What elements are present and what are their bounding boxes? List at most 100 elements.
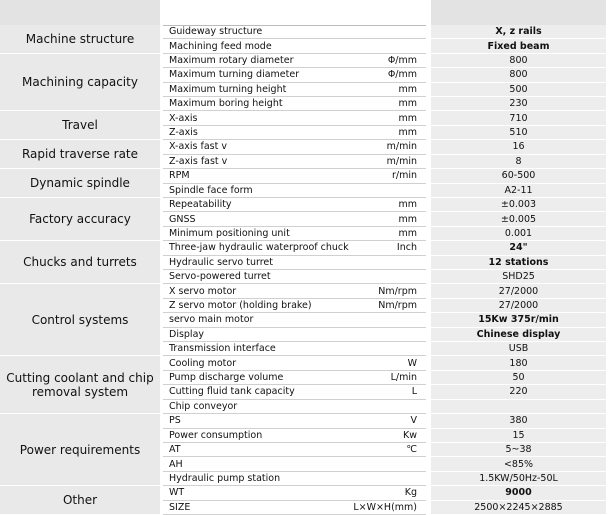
param-name: AH [163, 457, 353, 472]
param-unit: mm [353, 126, 426, 141]
param-unit: Nm/rpm [353, 299, 426, 314]
param-value: 2500×2245×2885 [431, 500, 606, 515]
param-name: Hydraulic servo turret [163, 256, 353, 270]
param-unit: m/min [353, 140, 426, 155]
param-unit [353, 328, 426, 343]
param-value: 15Kw 375r/min [431, 313, 606, 328]
group-label: Power requirements [0, 414, 160, 487]
param-unit: mm [353, 83, 426, 98]
param-unit: mm [353, 198, 426, 213]
param-name: SIZE [163, 501, 353, 515]
param-unit: ℃ [353, 443, 426, 458]
param-unit: L [353, 385, 426, 400]
param-name: PS [163, 414, 353, 429]
param-unit [353, 457, 426, 472]
param-name: RPM [163, 169, 353, 184]
param-value: 1.5KW/50Hz-50L [431, 471, 606, 487]
param-unit: V [353, 414, 426, 429]
param-unit [353, 39, 426, 54]
param-name: Pump discharge volume [163, 371, 353, 386]
param-name: AT [163, 443, 353, 458]
param-unit [353, 472, 426, 487]
group-label: Travel [0, 111, 160, 141]
param-value: 0.001 [431, 226, 606, 242]
param-value: 380 [431, 414, 606, 429]
param-name: servo main motor [163, 313, 353, 328]
param-unit [353, 313, 426, 328]
param-value: Fixed beam [431, 39, 606, 54]
param-unit: mm [353, 212, 426, 227]
param-name: Hydraulic pump station [163, 472, 353, 487]
group-label: Other [0, 486, 160, 515]
group-label: Cutting coolant and chip removal system [0, 356, 160, 415]
param-unit: mm [353, 227, 426, 242]
param-value: ±0.005 [431, 212, 606, 227]
param-value: 8 [431, 154, 606, 170]
header-right [431, 0, 606, 25]
group-label: Rapid traverse rate [0, 140, 160, 170]
param-value: X, z rails [431, 25, 606, 40]
param-name: Cutting fluid tank capacity [163, 385, 353, 400]
param-name: Servo-powered turret [163, 270, 353, 285]
param-value: 27/2000 [431, 298, 606, 314]
param-unit: Φ/mm [353, 54, 426, 69]
param-unit: m/min [353, 155, 426, 170]
param-unit [353, 184, 426, 198]
param-value: A2-11 [431, 183, 606, 198]
param-name: Three-jaw hydraulic waterproof chuck [163, 241, 353, 256]
param-unit: mm [353, 97, 426, 112]
param-value: 500 [431, 82, 606, 98]
group-label: Chucks and turrets [0, 241, 160, 285]
param-name: GNSS [163, 212, 353, 227]
param-name: Z-axis [163, 126, 353, 141]
param-unit [353, 400, 426, 415]
param-value: SHD25 [431, 270, 606, 285]
param-value: 220 [431, 385, 606, 400]
param-value: 60-500 [431, 169, 606, 184]
param-value: 27/2000 [431, 284, 606, 299]
param-value: 9000 [431, 486, 606, 501]
param-name: Z servo motor (holding brake) [163, 299, 353, 314]
header-mid [163, 0, 426, 26]
param-name: Chip conveyor [163, 400, 353, 415]
param-unit [353, 342, 426, 357]
param-unit: L×W×H(mm) [353, 501, 426, 515]
param-value: 24" [431, 241, 606, 256]
param-value: 180 [431, 356, 606, 371]
group-label: Machine structure [0, 25, 160, 54]
param-value: 16 [431, 140, 606, 155]
group-label: Factory accuracy [0, 197, 160, 242]
param-value: 710 [431, 111, 606, 126]
param-unit: Kw [353, 429, 426, 443]
param-value: 230 [431, 97, 606, 112]
param-unit: mm [353, 111, 426, 126]
group-label: Dynamic spindle [0, 169, 160, 198]
param-value: 50 [431, 370, 606, 386]
param-unit: L/min [353, 371, 426, 386]
param-name: Maximum rotary diameter [163, 54, 353, 69]
param-unit: Nm/rpm [353, 284, 426, 299]
param-unit: Kg [353, 486, 426, 501]
header-left [0, 0, 160, 25]
param-name: Minimum positioning unit [163, 227, 353, 242]
param-name: Machining feed mode [163, 39, 353, 54]
param-name: Cooling motor [163, 356, 353, 371]
param-name: Repeatability [163, 198, 353, 213]
param-value: USB [431, 342, 606, 357]
param-unit [353, 25, 426, 40]
param-value: ±0.003 [431, 197, 606, 213]
param-name: X-axis [163, 111, 353, 126]
param-unit [353, 270, 426, 285]
param-value: 12 stations [431, 255, 606, 270]
param-value: 510 [431, 125, 606, 141]
param-value: 800 [431, 68, 606, 83]
param-name: Maximum boring height [163, 97, 353, 112]
param-value: 15 [431, 428, 606, 443]
param-name: Spindle face form [163, 184, 353, 198]
param-unit: Φ/mm [353, 68, 426, 83]
param-unit: r/min [353, 169, 426, 184]
param-name: X servo motor [163, 284, 353, 299]
param-name: Transmission interface [163, 342, 353, 357]
param-value: 5~38 [431, 442, 606, 458]
